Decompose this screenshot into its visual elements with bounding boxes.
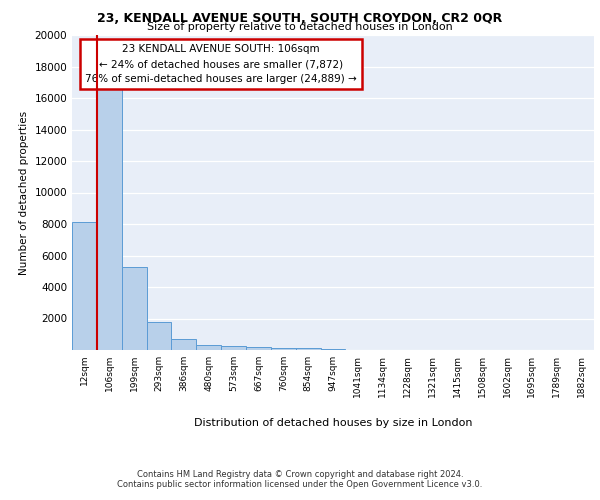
- Bar: [172, 339, 196, 350]
- Bar: [221, 346, 246, 350]
- Bar: [122, 266, 146, 350]
- Bar: [146, 322, 172, 350]
- Text: Distribution of detached houses by size in London: Distribution of detached houses by size …: [194, 418, 472, 428]
- Bar: [296, 348, 320, 350]
- Bar: [271, 348, 296, 350]
- Text: 23 KENDALL AVENUE SOUTH: 106sqm
← 24% of detached houses are smaller (7,872)
76%: 23 KENDALL AVENUE SOUTH: 106sqm ← 24% of…: [85, 44, 356, 84]
- Bar: [320, 349, 346, 350]
- Y-axis label: Number of detached properties: Number of detached properties: [19, 110, 29, 274]
- Bar: [196, 346, 221, 350]
- Bar: [72, 222, 97, 350]
- Text: Contains HM Land Registry data © Crown copyright and database right 2024.
Contai: Contains HM Land Registry data © Crown c…: [118, 470, 482, 489]
- Bar: [246, 347, 271, 350]
- Text: 23, KENDALL AVENUE SOUTH, SOUTH CROYDON, CR2 0QR: 23, KENDALL AVENUE SOUTH, SOUTH CROYDON,…: [97, 12, 503, 26]
- Bar: [97, 87, 122, 350]
- Text: Size of property relative to detached houses in London: Size of property relative to detached ho…: [147, 22, 453, 32]
